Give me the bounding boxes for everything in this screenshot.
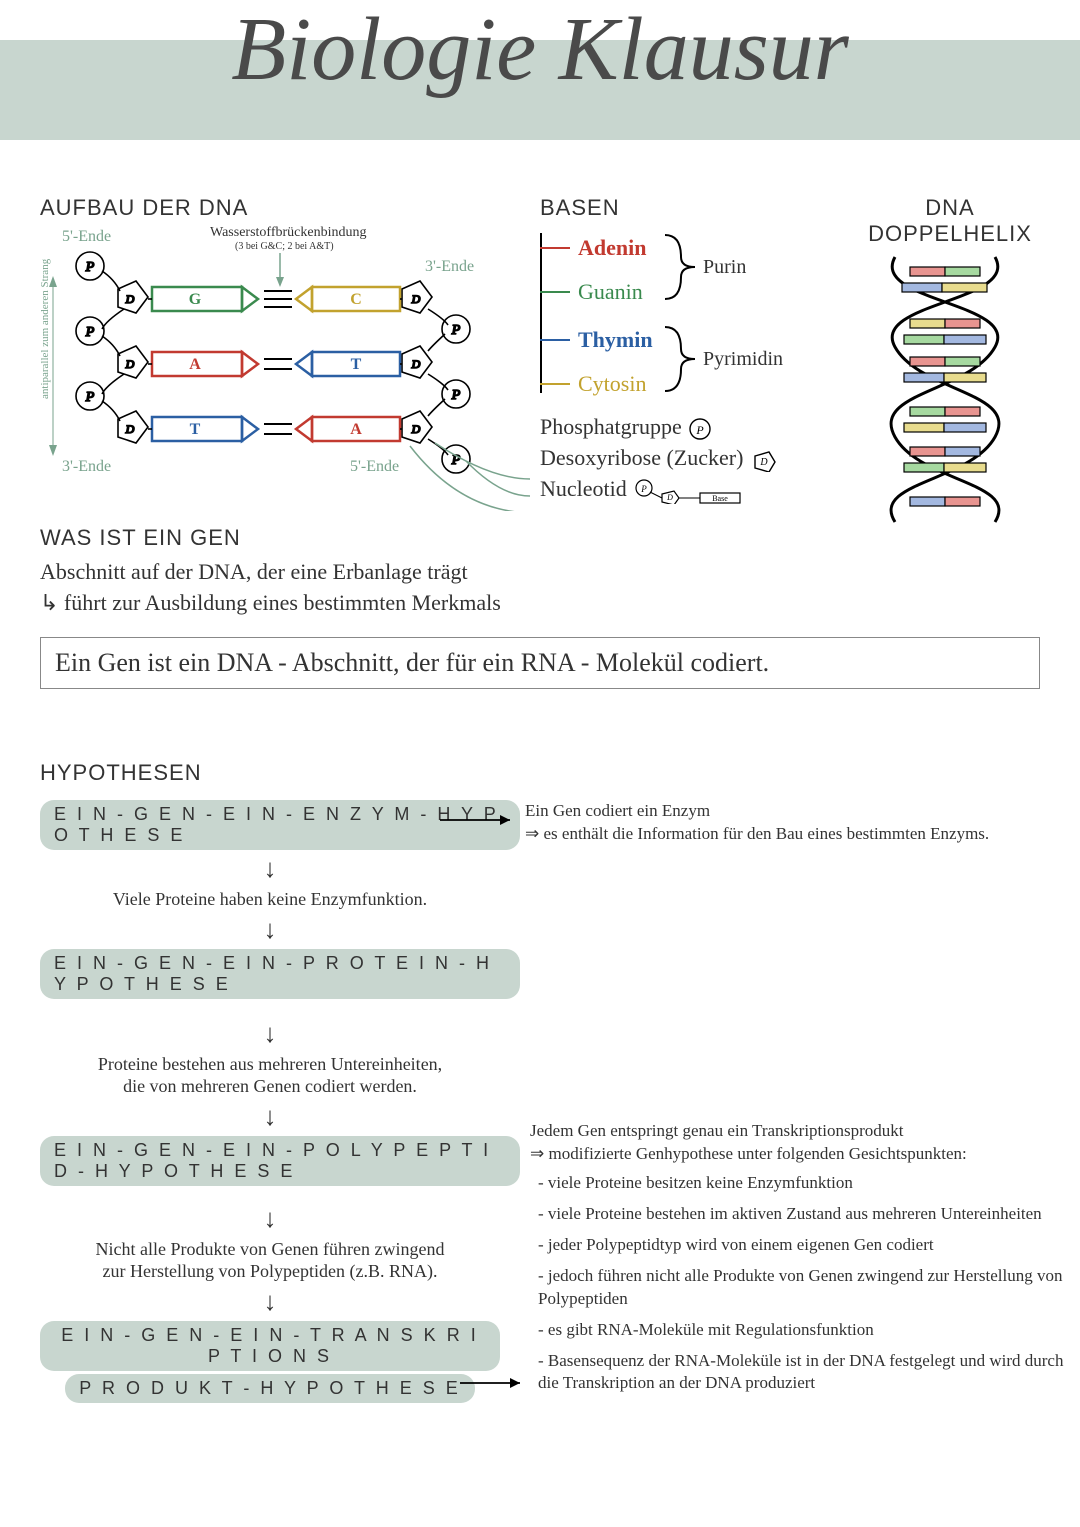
hyp2-pill: E I N - G E N - E I N - P R O T E I N - …	[40, 949, 520, 999]
page-title: Biologie Klausur	[0, 5, 1080, 95]
svg-text:Purin: Purin	[703, 256, 746, 278]
heading-aufbau: AUFBAU DER DNA	[40, 195, 520, 221]
arrow-down-5: ↓	[40, 1204, 500, 1234]
transition-2b: die von mehreren Genen codiert werden.	[40, 1075, 500, 1098]
base-adenin: Adenin	[578, 235, 646, 261]
svg-text:Base: Base	[712, 494, 728, 503]
three-prime-right: 3'-Ende	[425, 258, 474, 275]
double-helix-diagram	[850, 247, 1040, 527]
helix-column: DNA DOPPELHELIX	[850, 195, 1050, 532]
dna-area: AUFBAU DER DNA antiparallel zum anderen …	[40, 195, 1040, 505]
heading-hyp: HYPOTHESEN	[40, 760, 1040, 786]
hbond-sub: (3 bei G&C; 2 bei A&T)	[235, 241, 334, 252]
heading-basen: BASEN	[540, 195, 820, 221]
svg-text:T: T	[190, 421, 201, 438]
transition-1: Viele Proteine haben keine Enzymfunktion…	[40, 888, 500, 911]
svg-text:D: D	[666, 493, 673, 502]
svg-text:P: P	[696, 423, 705, 437]
svg-text:D: D	[125, 422, 135, 436]
hbond-label: Wasserstoffbrückenbindung	[210, 225, 366, 240]
svg-text:A: A	[189, 356, 201, 373]
arrow-down-2: ↓	[40, 915, 500, 945]
hyp3-side: Jedem Gen entspringt genau ein Transkrip…	[530, 1120, 1070, 1395]
svg-text:P: P	[85, 325, 95, 340]
gen-line2: ↳ führt zur Ausbildung eines bestimmten …	[40, 588, 1040, 619]
svg-text:G: G	[189, 291, 202, 308]
base-thymin: Thymin	[578, 327, 653, 353]
pyrimidin-bracket: Pyrimidin	[655, 319, 805, 399]
antiparallel-label: antiparallel zum anderen Strang	[40, 258, 51, 399]
hyp4-pill-line1: E I N - G E N - E I N - T R A N S K R I …	[40, 1321, 500, 1371]
svg-text:P: P	[641, 484, 648, 494]
arrow-right-2	[460, 1373, 530, 1393]
arrow-down-4: ↓	[40, 1102, 500, 1132]
base-guanin: Guanin	[578, 279, 643, 305]
three-prime-left: 3'-Ende	[62, 458, 111, 475]
svg-text:P: P	[85, 390, 95, 405]
svg-text:P: P	[85, 260, 95, 275]
svg-text:D: D	[411, 422, 421, 436]
heading-helix: DNA DOPPELHELIX	[850, 195, 1050, 247]
transition-3b: zur Herstellung von Polypeptiden (z.B. R…	[40, 1260, 500, 1283]
phosphat-label: Phosphatgruppe P	[540, 412, 777, 443]
svg-text:D: D	[411, 292, 421, 306]
svg-text:P: P	[451, 323, 461, 338]
heading-gen: WAS IST EIN GEN	[40, 525, 1040, 551]
svg-text:C: C	[350, 291, 362, 308]
svg-text:D: D	[125, 292, 135, 306]
five-prime-left: 5'-Ende	[62, 228, 111, 245]
transition-3a: Nicht alle Produkte von Genen führen zwi…	[40, 1238, 500, 1261]
nucleotid-label: Nucleotid P D Base	[540, 474, 777, 505]
basen-column: BASEN Adenin Guanin Purin Thymin Cytosin…	[540, 195, 820, 507]
hyp4-pill-line2: P R O D U K T - H Y P O T H E S E	[65, 1374, 474, 1403]
arrow-down-1: ↓	[40, 854, 500, 884]
deoxy-label: Desoxyribose (Zucker) D	[540, 443, 777, 474]
svg-text:P: P	[451, 388, 461, 403]
purin-bracket: Purin	[655, 227, 775, 307]
hyp1-side: Ein Gen codiert ein Enzym ⇒ es enthält d…	[525, 800, 1065, 846]
svg-text:D: D	[759, 457, 768, 468]
svg-text:T: T	[351, 356, 362, 373]
svg-text:D: D	[125, 357, 135, 371]
gen-line1: Abschnitt auf der DNA, der eine Erbanlag…	[40, 557, 1040, 588]
hyp3-pill: E I N - G E N - E I N - P O L Y P E P T …	[40, 1136, 520, 1186]
five-prime-right: 5'-Ende	[350, 458, 399, 475]
arrow-right-1	[440, 810, 520, 830]
transition-2a: Proteine bestehen aus mehreren Untereinh…	[40, 1053, 500, 1076]
hypothesen-area: HYPOTHESEN E I N - G E N - E I N - E N Z…	[40, 760, 1040, 1407]
arrow-down-3: ↓	[40, 1019, 500, 1049]
aufbau-column: AUFBAU DER DNA antiparallel zum anderen …	[40, 195, 520, 516]
base-cytosin: Cytosin	[578, 371, 646, 397]
svg-text:Pyrimidin: Pyrimidin	[703, 348, 783, 370]
svg-text:A: A	[350, 421, 362, 438]
dna-structure-diagram: antiparallel zum anderen Strang 5'-Ende …	[40, 221, 530, 511]
gen-definition-box: Ein Gen ist ein DNA - Abschnitt, der für…	[40, 637, 1040, 689]
svg-text:D: D	[411, 357, 421, 371]
arrow-down-6: ↓	[40, 1287, 500, 1317]
gen-area: WAS IST EIN GEN Abschnitt auf der DNA, d…	[40, 525, 1040, 689]
